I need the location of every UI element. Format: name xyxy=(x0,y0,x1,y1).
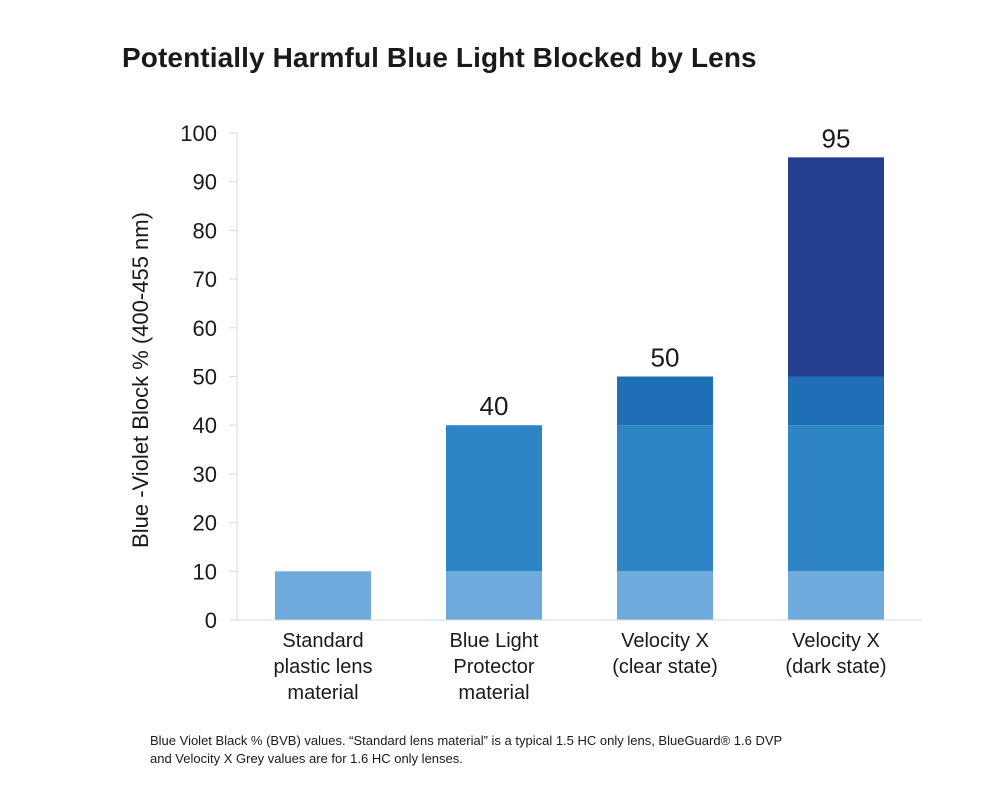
y-tick-label: 60 xyxy=(193,316,217,341)
x-tick-label: material xyxy=(287,682,358,704)
value-labels: 40 50 95 xyxy=(480,123,851,421)
y-tick-label: 30 xyxy=(193,462,217,487)
y-tick-label: 50 xyxy=(193,365,217,390)
bar-segment xyxy=(788,157,884,377)
y-tick-label: 40 xyxy=(193,413,217,438)
y-tick-label: 70 xyxy=(193,267,217,292)
bar-segment xyxy=(788,425,884,572)
y-tick-label: 100 xyxy=(180,121,217,146)
bar-segment xyxy=(617,571,713,620)
x-tick-label: Standard xyxy=(282,630,363,652)
x-tick-label: plastic lens xyxy=(274,656,373,678)
y-tick-label: 80 xyxy=(193,218,217,243)
x-tick-label: Protector xyxy=(453,656,534,678)
bar-value-label: 50 xyxy=(651,343,680,373)
y-axis: 0 10 20 30 40 50 60 70 80 90 100 xyxy=(180,121,238,633)
y-tick-label: 20 xyxy=(193,511,217,536)
bar-segment xyxy=(446,425,542,572)
y-tick-label: 0 xyxy=(205,608,217,633)
bar-segment xyxy=(617,376,713,426)
bar-value-label: 40 xyxy=(480,391,509,421)
bar-value-label: 95 xyxy=(822,123,851,153)
bar-segment xyxy=(446,571,542,620)
footnote-line: and Velocity X Grey values are for 1.6 H… xyxy=(150,751,463,766)
x-tick-label: Blue Light xyxy=(450,630,539,652)
footnote: Blue Violet Black % (BVB) values. “Stand… xyxy=(150,732,870,768)
x-tick-label: Velocity X xyxy=(621,630,709,652)
x-tick-label: Velocity X xyxy=(792,630,880,652)
x-tick-label: (clear state) xyxy=(612,656,718,678)
bar-segment xyxy=(617,425,713,572)
bar-segment xyxy=(788,571,884,620)
x-axis: Standard plastic lens material Blue Light Pr… xyxy=(237,619,922,704)
footnote-line: Blue Violet Black % (BVB) values. “Stand… xyxy=(150,733,783,748)
x-tick-label: (dark state) xyxy=(785,656,886,678)
chart-title: Potentially Harmful Blue Light Blocked b… xyxy=(122,42,757,73)
bars xyxy=(275,157,884,620)
y-tick-label: 90 xyxy=(193,170,217,195)
y-axis-title: Blue -Violet Block % (400-455 nm) xyxy=(128,212,153,548)
y-tick-label: 10 xyxy=(193,559,217,584)
bar-segment xyxy=(788,376,884,426)
bar-segment xyxy=(275,571,371,620)
x-tick-label: material xyxy=(458,682,529,704)
